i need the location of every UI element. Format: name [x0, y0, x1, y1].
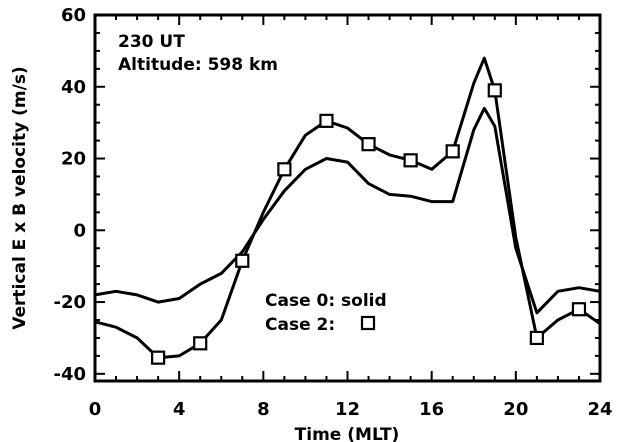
data-point-square — [193, 336, 208, 351]
data-point-square — [277, 162, 292, 177]
legend-square-marker — [360, 315, 376, 331]
series-line-case2 — [94, 56, 601, 360]
x-tick-label: 4 — [173, 399, 186, 420]
data-point-square — [403, 153, 418, 168]
data-point-square — [487, 83, 502, 98]
x-tick-label: 20 — [503, 399, 528, 420]
annotation-time: 230 UT — [118, 32, 185, 52]
x-tick-label: 16 — [419, 399, 444, 420]
x-tick-label: 0 — [89, 399, 102, 420]
x-tick-label: 24 — [587, 399, 612, 420]
y-tick-label: 60 — [61, 5, 86, 26]
x-axis-label: Time (MLT) — [295, 425, 400, 442]
axis-ticks — [94, 14, 601, 381]
y-tick-labels: -40 -20 0 20 40 60 — [53, 5, 86, 385]
legend-case2: Case 2: — [265, 315, 335, 335]
data-point-square — [235, 253, 250, 268]
x-tick-label: 8 — [257, 399, 270, 420]
series-layer — [94, 56, 601, 360]
legend-case0: Case 0: solid — [265, 291, 387, 311]
y-tick-label: 20 — [61, 149, 86, 170]
y-tick-label: -20 — [53, 292, 86, 313]
data-point-square — [529, 330, 544, 346]
y-tick-label: 40 — [61, 77, 86, 98]
data-point-square — [361, 137, 376, 152]
y-axis-label: Vertical E x B velocity (m/s) — [10, 66, 30, 329]
data-point-square — [151, 350, 166, 365]
annotation-altitude: Altitude: 598 km — [118, 55, 278, 75]
series-line-case0 — [94, 106, 601, 315]
marker-layer — [151, 83, 587, 365]
data-point-square — [571, 302, 587, 317]
x-tick-label: 12 — [335, 399, 360, 420]
y-tick-label: 0 — [73, 220, 86, 241]
x-tick-labels: 0 4 8 12 16 20 24 — [89, 399, 613, 420]
data-point-square — [445, 144, 460, 159]
y-tick-label: -40 — [53, 364, 86, 385]
data-point-square — [319, 113, 334, 128]
